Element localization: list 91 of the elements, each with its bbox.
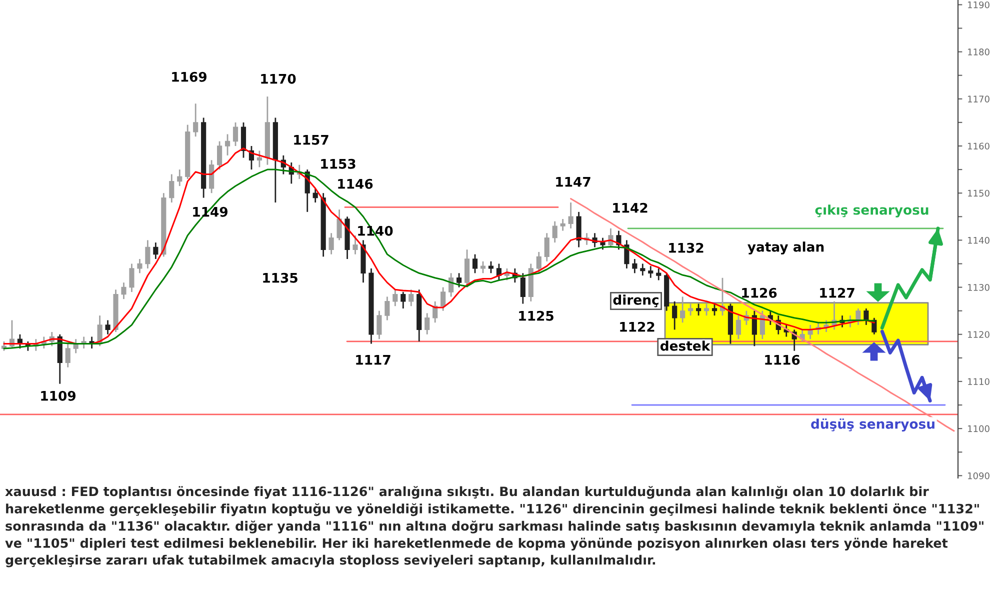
candlestick: [384, 296, 390, 321]
candlestick: [240, 122, 246, 158]
y-tick-label: 1110: [968, 378, 990, 386]
candlestick: [576, 211, 582, 248]
annotation: 1125: [519, 310, 554, 321]
y-tick-label: 1150: [968, 190, 990, 197]
annotation: 1169: [172, 72, 207, 82]
candlestick: [209, 159, 214, 194]
line-series: [880, 226, 940, 330]
annotation: 1147: [556, 177, 590, 187]
candlestick: [672, 300, 678, 330]
candlestick: [856, 308, 861, 326]
y-tick-label: 1190: [968, 1, 990, 8]
candlestick: [480, 260, 486, 274]
candlestick: [328, 232, 334, 255]
candlestick: [336, 208, 342, 241]
candlestick: [456, 272, 462, 288]
candlestick: [224, 134, 230, 156]
candlestick: [232, 122, 238, 147]
candlestick: [440, 286, 446, 312]
candlestick: [520, 272, 526, 304]
candlestick: [448, 272, 454, 298]
y-tick-label: 1100: [968, 425, 990, 432]
annotation: 1122: [620, 322, 654, 332]
candlestick: [400, 291, 406, 310]
annotation: 1153: [321, 158, 356, 169]
annotation: 1170: [261, 74, 296, 84]
candlestick: [105, 320, 110, 336]
y-tick-label: 1160: [968, 142, 990, 150]
candlestick: [153, 242, 158, 260]
candlestick: [392, 288, 398, 307]
candlestick: [536, 251, 542, 274]
line-series: [570, 198, 955, 432]
y-tick-label: 1170: [968, 96, 990, 102]
candlestick: [656, 268, 662, 281]
candlestick: [712, 303, 718, 316]
candlestick: [97, 314, 102, 347]
candlestick: [193, 102, 198, 138]
candlestick: [472, 254, 478, 274]
candlestick: [145, 239, 150, 270]
candlestick: [552, 220, 558, 244]
candlestick: [600, 237, 606, 250]
candlestick: [488, 260, 494, 274]
candlestick: [216, 140, 222, 170]
annotation: direnç: [613, 294, 658, 308]
candlestick: [312, 188, 318, 204]
annotation: düşüş senaryosu: [811, 418, 934, 432]
candlestick: [752, 310, 757, 347]
y-tick-label: 1120: [968, 331, 990, 338]
candlestick: [736, 314, 742, 340]
candlestick: [408, 288, 414, 307]
candlestick: [352, 234, 358, 255]
candlestick: [137, 258, 142, 274]
candlestick: [704, 303, 710, 316]
candlestick: [129, 263, 134, 293]
candlestick: [696, 303, 702, 316]
candlestick: [464, 248, 470, 288]
annotation: yatay alan: [748, 242, 824, 254]
candlestick: [65, 343, 70, 368]
candlestick: [632, 258, 638, 274]
annotation: çıkış senaryosu: [815, 204, 928, 218]
candlestick: [568, 202, 574, 230]
candlestick: [376, 310, 382, 340]
annotation: destek: [660, 340, 710, 351]
line-series: [880, 330, 932, 402]
annotation: 1142: [613, 202, 648, 213]
annotation: 1157: [294, 135, 328, 145]
annotation: 1135: [263, 272, 298, 283]
candlestick: [256, 150, 262, 168]
annotation: 1109: [41, 390, 76, 401]
annotation: 1126: [742, 288, 777, 298]
annotation: 1127: [820, 288, 854, 298]
y-tick-label: 1130: [968, 284, 990, 291]
candlestick: [688, 303, 694, 316]
y-tick-label: 1090: [968, 472, 990, 480]
candlestick: [424, 312, 430, 336]
candlestick: [640, 263, 646, 276]
candlestick: [169, 174, 174, 204]
annotation: 1132: [669, 242, 704, 253]
candlestick: [544, 232, 550, 262]
candlestick: [680, 296, 686, 324]
candlestick: [121, 282, 126, 300]
text: xauusd : FED toplantısı öncesinde fiyat 1116-1126" aralığına sıkıştı. Bu alandan kurtulduğunda alan kalınlığı olan 10 dolarlık bir hareketlenme gerçekleşebilir fiyatın koptuğu ve yöneldiği istikamette. "1126" direncinin geçilmesi halinde teknik beklenti önce "1132" sonrasında da "1136" olacaktır. diğer yanda "1116" nın altına doğru sarkması halinde satış baskısının devamıyla teknik anlamda "1109" ve "1105" dipleri test edilmesi beklenebilir. Her iki hareketlenmede de kopma yönünde pozisyon alınırken olası ters yönde hareket gerçekleşirse zararı ufak tutabilmek amacıyla stoploss seviyeleri saptanıp, kullanılmalıdır.: [5, 486, 984, 568]
y-tick-label: 1180: [968, 48, 990, 56]
candlestick: [648, 265, 654, 279]
y-tick-label: 1140: [968, 236, 990, 244]
annotation: 1116: [765, 354, 800, 365]
candlestick: [177, 168, 182, 187]
candlestick: [560, 218, 566, 232]
annotation: 1117: [356, 355, 390, 365]
annotation: 1146: [338, 178, 373, 189]
